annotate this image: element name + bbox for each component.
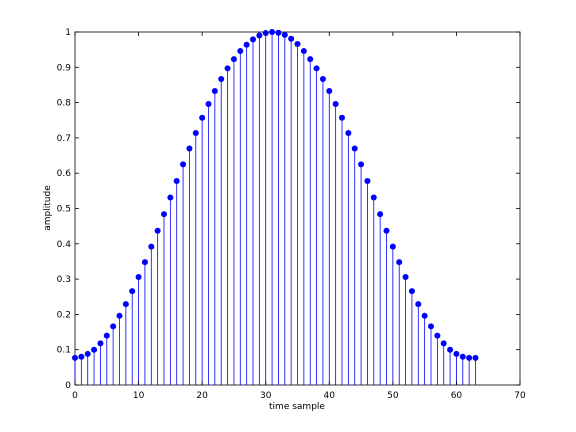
stem-marker [173,177,180,184]
stem-marker [110,323,117,330]
y-tick-label: 0.1 [57,346,71,356]
stem-marker [72,354,78,361]
stem-marker [199,114,206,121]
stem-marker [370,194,377,201]
stem-marker [154,227,161,234]
stem-marker [351,145,358,152]
stem-marker [91,346,98,353]
stem-marker [269,29,276,35]
stem-marker [135,273,142,280]
stem-marker [211,87,218,94]
stem-marker [389,243,396,250]
y-tick-label: 1 [65,28,71,38]
stem-marker [288,35,295,42]
stem-marker [332,101,339,108]
x-axis-label: time sample [269,402,325,412]
markers-group [72,29,479,361]
x-tick-label: 10 [133,391,145,401]
y-tick-label: 0.4 [57,240,72,250]
x-tick-label: 70 [514,391,526,401]
stem-marker [300,48,307,55]
stem-marker [205,101,212,108]
stem-marker [396,259,403,266]
stem-marker [103,332,110,339]
stem-marker [141,259,148,266]
stem-marker [250,36,256,43]
stem-marker [313,65,320,72]
stem-marker [275,29,282,36]
stems-group [74,32,476,385]
stem-marker [281,31,288,38]
stem-marker [167,194,174,201]
stem-marker [326,87,333,94]
stem-marker [230,56,237,63]
stem-marker [339,114,345,121]
stem-marker [186,145,193,152]
stem-marker [459,353,466,360]
stem-marker [383,227,390,234]
stem-marker [358,161,365,168]
stem-marker [434,332,441,339]
y-tick-label: 0 [65,381,71,391]
x-tick-label: 30 [260,391,272,401]
y-axis-label: amplitude [43,185,53,231]
stem-marker [447,346,454,353]
stem-marker [307,56,314,63]
stem-marker [408,288,415,295]
y-tick-label: 0.3 [57,275,71,285]
stem-marker [421,312,428,319]
y-tick-label: 0.8 [57,99,72,109]
stem-marker [294,41,301,48]
x-ticks: 0 10 20 30 40 50 60 70 [72,32,526,401]
stem-marker [402,273,409,280]
y-tick-label: 0.5 [57,205,71,215]
stem-marker [161,211,167,218]
stem-marker [466,354,473,361]
stem-marker [453,350,460,357]
x-tick-label: 50 [387,391,399,401]
x-tick-label: 40 [324,391,336,401]
stem-marker [148,243,155,250]
y-ticks: 0 0.1 0.2 0.3 0.4 0.5 0.6 0.7 0.8 0.9 1 [57,28,520,391]
y-tick-label: 0.9 [57,63,72,73]
stem-marker [97,340,104,347]
stem-marker [440,340,447,347]
stem-marker [180,161,187,168]
x-tick-label: 0 [72,391,78,401]
stem-marker [116,312,123,319]
stem-marker [78,353,85,360]
stem-marker [472,354,479,361]
stem-marker [243,41,250,48]
stem-marker [84,350,91,357]
y-tick-label: 0.2 [57,310,71,320]
stem-marker [218,75,225,82]
stem-marker [129,288,136,295]
stem-marker [364,177,371,184]
x-tick-label: 20 [196,391,208,401]
x-tick-label: 60 [451,391,463,401]
stem-marker [237,48,244,55]
y-tick-label: 0.6 [57,169,72,179]
y-tick-label: 0.7 [57,134,71,144]
stem-marker [319,75,326,82]
stem-marker [192,129,199,136]
stem-marker [415,301,422,308]
stem-marker [256,32,263,39]
stem-marker [345,129,352,136]
stem-marker [428,323,434,330]
stem-marker [122,301,129,308]
stem-marker [224,65,231,72]
stem-marker [377,211,384,218]
